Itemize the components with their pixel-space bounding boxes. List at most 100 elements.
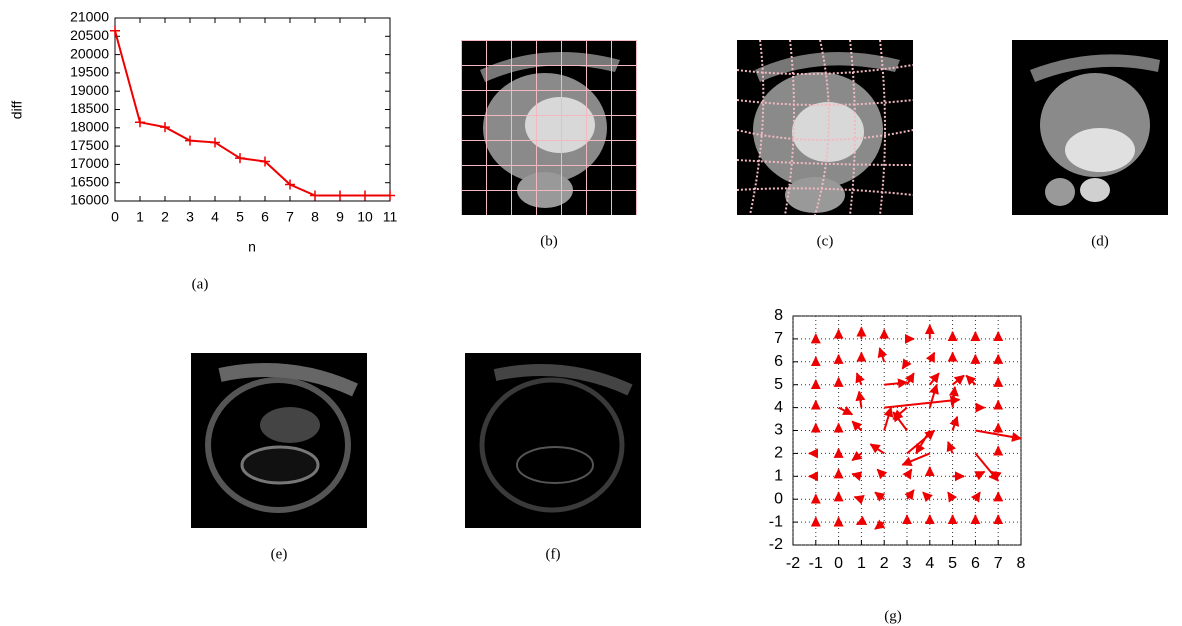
arrow: [990, 470, 1002, 481]
x-tick-label: 11: [383, 209, 398, 225]
y-tick-label: 16000: [70, 192, 109, 208]
arrow: [869, 443, 885, 455]
y-tick-label: 20500: [70, 27, 109, 43]
x-tick-label: 0: [111, 209, 119, 225]
arrow: [947, 491, 958, 503]
point-marker: [310, 190, 320, 201]
y-tick-label: 19000: [70, 82, 109, 98]
x-tick-label: 0: [834, 555, 843, 572]
arrow: [883, 406, 894, 431]
arrow: [876, 468, 888, 480]
x-tick-label: 9: [336, 209, 344, 225]
arrow: [970, 491, 981, 503]
image-d: [1012, 40, 1168, 215]
image-f: [465, 353, 641, 528]
y-tick-label: 17500: [70, 137, 109, 153]
x-tick-label: 2: [161, 209, 169, 225]
arrow: [946, 441, 957, 454]
x-tick-label: 8: [1017, 555, 1026, 572]
x-axis-label: n: [248, 239, 256, 255]
arrow: [853, 495, 865, 505]
y-tick-label: 4: [774, 399, 783, 416]
point-marker: [110, 25, 120, 36]
y-tick-label: 20000: [70, 45, 109, 61]
arrow: [851, 471, 863, 482]
arrow: [975, 429, 1021, 442]
arrow: [855, 390, 866, 408]
arrow: [877, 347, 888, 363]
arrow: [901, 452, 931, 466]
y-tick-label: 18500: [70, 100, 109, 116]
y-tick-label: 6: [774, 353, 783, 370]
x-tick-label: 2: [880, 555, 889, 572]
y-tick-label: 21000: [70, 9, 109, 25]
arrow: [949, 415, 960, 431]
arrow: [948, 385, 959, 408]
arrow: [892, 406, 908, 420]
arrow: [874, 491, 886, 502]
arrow: [855, 515, 868, 526]
point-marker: [385, 190, 395, 201]
y-tick-label: 1: [774, 468, 783, 485]
arrow: [884, 378, 908, 389]
point-marker: [360, 190, 370, 201]
image-e: [191, 353, 367, 528]
x-tick-label: 10: [357, 209, 373, 225]
y-tick-label: -2: [769, 536, 783, 553]
plot-frame: [114, 17, 391, 202]
y-axis-label: diff: [9, 101, 25, 120]
point-marker: [185, 135, 195, 146]
x-tick-label: 5: [236, 209, 244, 225]
arrow: [851, 450, 863, 462]
y-tick-label: 18000: [70, 119, 109, 135]
arrow: [904, 372, 915, 386]
y-tick-label: 16500: [70, 173, 109, 189]
x-tick-label: 3: [186, 209, 194, 225]
arrow: [965, 374, 977, 386]
x-tick-label: 6: [261, 209, 269, 225]
caption: (c): [817, 233, 834, 249]
y-tick-label: 3: [774, 422, 783, 439]
arrow: [915, 429, 931, 455]
point-marker: [235, 153, 245, 164]
arrow: [906, 429, 936, 455]
x-tick-label: 1: [857, 555, 866, 572]
arrow: [925, 351, 936, 363]
image-c: [736, 39, 914, 216]
arrow: [851, 420, 863, 432]
point-marker: [335, 190, 345, 201]
arrow: [951, 374, 965, 386]
y-tick-label: -1: [769, 513, 783, 530]
arrow: [929, 372, 940, 386]
x-tick-label: 4: [925, 555, 934, 572]
point-marker: [135, 117, 145, 128]
caption: (a): [192, 276, 209, 292]
data-line: [114, 30, 390, 197]
x-tick-label: 7: [286, 209, 294, 225]
arrow: [884, 395, 961, 409]
x-tick-label: -1: [809, 555, 823, 572]
y-tick-label: 5: [774, 376, 783, 393]
arrow: [928, 383, 939, 408]
point-marker: [285, 179, 295, 190]
arrow: [838, 405, 854, 416]
y-tick-label: 8: [774, 307, 783, 324]
caption: (g): [884, 608, 902, 624]
arrow: [902, 468, 913, 480]
caption: (b): [540, 233, 558, 249]
point-marker: [160, 122, 170, 133]
x-tick-label: 4: [211, 209, 219, 225]
arrows: [807, 324, 1021, 530]
arrow: [855, 372, 865, 386]
x-tick-label: 1: [136, 209, 144, 225]
point-marker: [260, 156, 270, 167]
arrow: [901, 358, 912, 370]
arrow: [874, 519, 886, 530]
caption: (f): [546, 546, 561, 562]
x-tick-label: 3: [903, 555, 912, 572]
x-tick-label: 6: [971, 555, 980, 572]
x-tick-label: 7: [994, 555, 1003, 572]
image-b: [461, 40, 637, 215]
arrow: [974, 452, 999, 482]
